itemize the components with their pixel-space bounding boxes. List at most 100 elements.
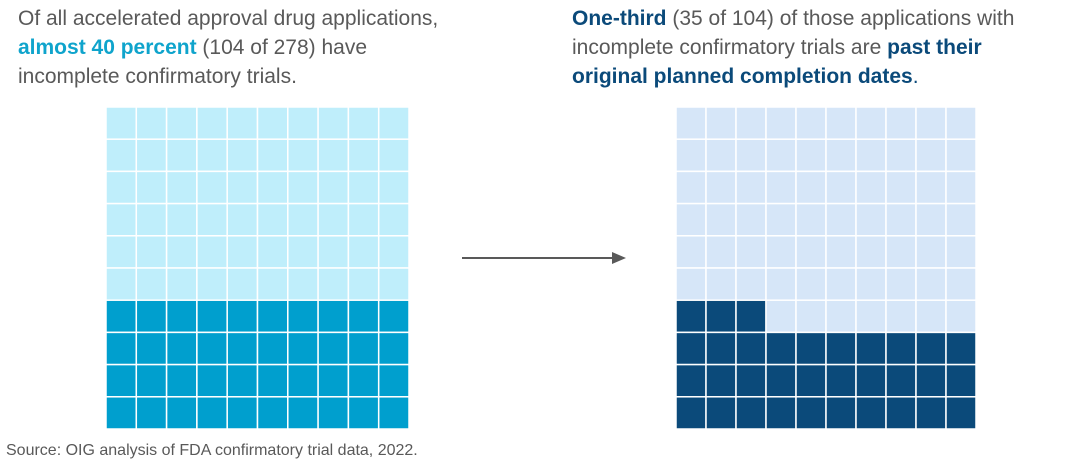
left-waffle-empty-cell [196, 138, 228, 173]
right-waffle-empty-cell [885, 202, 917, 237]
right-waffle-filled-cell [855, 396, 887, 429]
left-caption-line1: Of all accelerated approval drug applica… [18, 7, 439, 30]
right-waffle-empty-cell [885, 170, 917, 205]
right-caption: One-third (35 of 104) of those applicati… [572, 4, 1072, 91]
left-waffle-empty-cell [165, 235, 198, 269]
left-caption-rest: (104 of 278) have [196, 36, 368, 59]
left-waffle-empty-cell [135, 107, 168, 140]
left-waffle-filled-cell [135, 299, 168, 334]
right-waffle-empty-cell [795, 299, 827, 334]
left-waffle-empty-cell [226, 138, 259, 173]
right-waffle-empty-cell [945, 299, 976, 334]
left-waffle-filled-cell [106, 299, 138, 334]
right-waffle-filled-cell [735, 396, 767, 429]
right-waffle-empty-cell [885, 138, 917, 173]
left-waffle-empty-cell [106, 202, 138, 237]
right-waffle-empty-cell [855, 235, 887, 269]
left-waffle-empty-cell [317, 267, 350, 301]
left-waffle-empty-cell [377, 170, 409, 205]
right-waffle-empty-cell [795, 170, 827, 205]
left-waffle-empty-cell [226, 107, 259, 140]
right-waffle-filled-cell [885, 331, 917, 366]
left-waffle-empty-cell [135, 170, 168, 205]
right-waffle-empty-cell [676, 267, 707, 301]
right-waffle-empty-cell [855, 107, 887, 140]
right-waffle-filled-cell [855, 363, 887, 398]
left-waffle-filled-cell [287, 363, 319, 398]
right-waffle-filled-cell [705, 331, 737, 366]
left-waffle-filled-cell [256, 396, 289, 429]
left-waffle-chart [106, 107, 409, 429]
left-waffle-empty-cell [287, 107, 319, 140]
right-waffle-empty-cell [885, 267, 917, 301]
left-waffle-filled-cell [106, 363, 138, 398]
right-caption-line2a: incomplete confirmatory trials are [572, 36, 888, 59]
left-waffle-empty-cell [287, 138, 319, 173]
left-waffle-empty-cell [287, 267, 319, 301]
left-waffle-filled-cell [226, 299, 259, 334]
left-waffle-filled-cell [317, 363, 350, 398]
right-waffle-empty-cell [945, 267, 976, 301]
right-waffle-empty-cell [735, 107, 767, 140]
left-waffle-empty-cell [226, 170, 259, 205]
right-waffle-empty-cell [676, 170, 707, 205]
left-waffle-empty-cell [377, 267, 409, 301]
right-waffle-filled-cell [765, 331, 797, 366]
left-waffle-empty-cell [165, 202, 198, 237]
left-waffle-filled-cell [347, 396, 380, 429]
right-waffle-filled-cell [735, 299, 767, 334]
right-waffle-filled-cell [945, 396, 976, 429]
right-waffle-filled-cell [855, 331, 887, 366]
right-waffle-empty-cell [945, 107, 976, 140]
left-waffle-filled-cell [377, 363, 409, 398]
left-waffle-filled-cell [196, 363, 228, 398]
left-waffle-empty-cell [287, 235, 319, 269]
right-waffle-empty-cell [795, 267, 827, 301]
right-waffle-empty-cell [795, 107, 827, 140]
left-waffle-filled-cell [256, 363, 289, 398]
right-waffle-empty-cell [735, 235, 767, 269]
left-waffle-filled-cell [287, 299, 319, 334]
right-caption-period: . [912, 65, 919, 88]
right-waffle-empty-cell [945, 138, 976, 173]
right-waffle-empty-cell [885, 107, 917, 140]
left-waffle-filled-cell [226, 363, 259, 398]
right-waffle-filled-cell [885, 396, 917, 429]
left-waffle-empty-cell [226, 267, 259, 301]
left-caption-line3: incomplete confirmatory trials. [18, 65, 297, 88]
right-waffle-empty-cell [676, 235, 707, 269]
left-waffle-empty-cell [106, 235, 138, 269]
right-waffle-filled-cell [795, 396, 827, 429]
left-waffle-empty-cell [165, 138, 198, 173]
left-waffle-filled-cell [226, 396, 259, 429]
left-caption: Of all accelerated approval drug applica… [18, 4, 498, 91]
left-waffle-filled-cell [317, 299, 350, 334]
arrow-right-icon [462, 252, 626, 264]
right-waffle-empty-cell [825, 138, 857, 173]
left-waffle-filled-cell [165, 396, 198, 429]
right-waffle-empty-cell [855, 138, 887, 173]
right-waffle-empty-cell [915, 235, 947, 269]
right-waffle-empty-cell [705, 138, 737, 173]
left-waffle-empty-cell [196, 107, 228, 140]
right-waffle-filled-cell [676, 396, 707, 429]
left-waffle-empty-cell [256, 267, 289, 301]
right-waffle-empty-cell [705, 235, 737, 269]
left-waffle-empty-cell [135, 267, 168, 301]
left-waffle-empty-cell [165, 267, 198, 301]
right-waffle-empty-cell [915, 107, 947, 140]
left-waffle-filled-cell [317, 331, 350, 366]
left-waffle-empty-cell [377, 138, 409, 173]
right-waffle-empty-cell [825, 170, 857, 205]
left-waffle-empty-cell [287, 170, 319, 205]
right-waffle-empty-cell [735, 202, 767, 237]
right-waffle-empty-cell [945, 202, 976, 237]
left-waffle-filled-cell [347, 363, 380, 398]
right-waffle-empty-cell [705, 267, 737, 301]
left-waffle-empty-cell [135, 138, 168, 173]
right-waffle-empty-cell [765, 138, 797, 173]
left-waffle-empty-cell [226, 202, 259, 237]
left-waffle-filled-cell [377, 299, 409, 334]
right-waffle-empty-cell [885, 299, 917, 334]
left-waffle-empty-cell [347, 107, 380, 140]
